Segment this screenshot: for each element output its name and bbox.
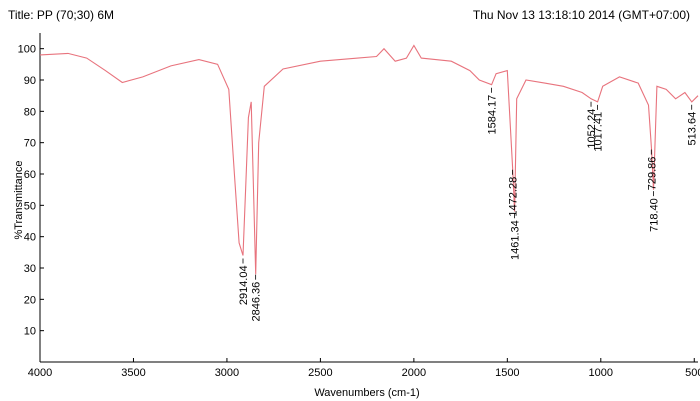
y-tick-label: 20 [24,294,36,306]
plot-frame [39,33,698,363]
y-tick-label: 10 [24,326,36,338]
peak-label: 729.86 [646,157,658,191]
spectrum-line [39,44,699,275]
peak-label: 2846.36 [251,282,263,322]
x-tick-label: 2000 [402,367,426,379]
spectrum-series [39,44,699,275]
x-axis-ticks: 4000 3500 3000 2500 2000 1500 1000 500 [28,358,700,379]
x-tick-label: 2500 [308,367,332,379]
y-tick-label: 30 [24,263,36,275]
title-text: PP (70;30) 6M [36,8,115,22]
peak-annotations: 2914.04 2846.36 1584.17 1472.28 1461.34 1052.… [238,87,699,322]
peak-label: 718.40 [648,198,660,232]
x-tick-label: 3000 [215,367,239,379]
y-tick-label: 80 [24,106,36,118]
x-tick-label: 1000 [589,367,613,379]
y-tick-label: 50 [24,200,36,212]
peak-label: 1052.24 [586,109,598,149]
title-prefix: Title: [8,8,34,22]
x-tick-label: 4000 [28,367,52,379]
peak-label: 1584.17 [487,95,499,135]
x-axis-label: Wavenumbers (cm-1) [314,387,419,399]
x-tick-label: 500 [685,367,700,379]
y-tick-label: 90 [24,75,36,87]
timestamp: Thu Nov 13 13:18:10 2014 (GMT+07:00) [472,8,690,22]
peak-label: 2914.04 [238,265,250,305]
chart-title: Title: PP (70;30) 6M [8,8,114,22]
y-tick-label: 100 [18,44,36,56]
y-tick-label: 40 [24,232,36,244]
y-tick-label: 70 [24,138,36,150]
peak-label: 1461.34 [510,220,522,260]
peak-label: 513.64 [687,112,699,146]
y-axis-label: %Transmittance [13,160,25,239]
x-tick-label: 3500 [121,367,145,379]
peak-label: 1017.41 [593,112,605,152]
y-tick-label: 60 [24,169,36,181]
x-tick-label: 1500 [495,367,519,379]
peak-label: 1472.28 [508,177,520,217]
y-axis-ticks: 10 20 30 40 50 60 70 80 90 100 [18,44,44,338]
